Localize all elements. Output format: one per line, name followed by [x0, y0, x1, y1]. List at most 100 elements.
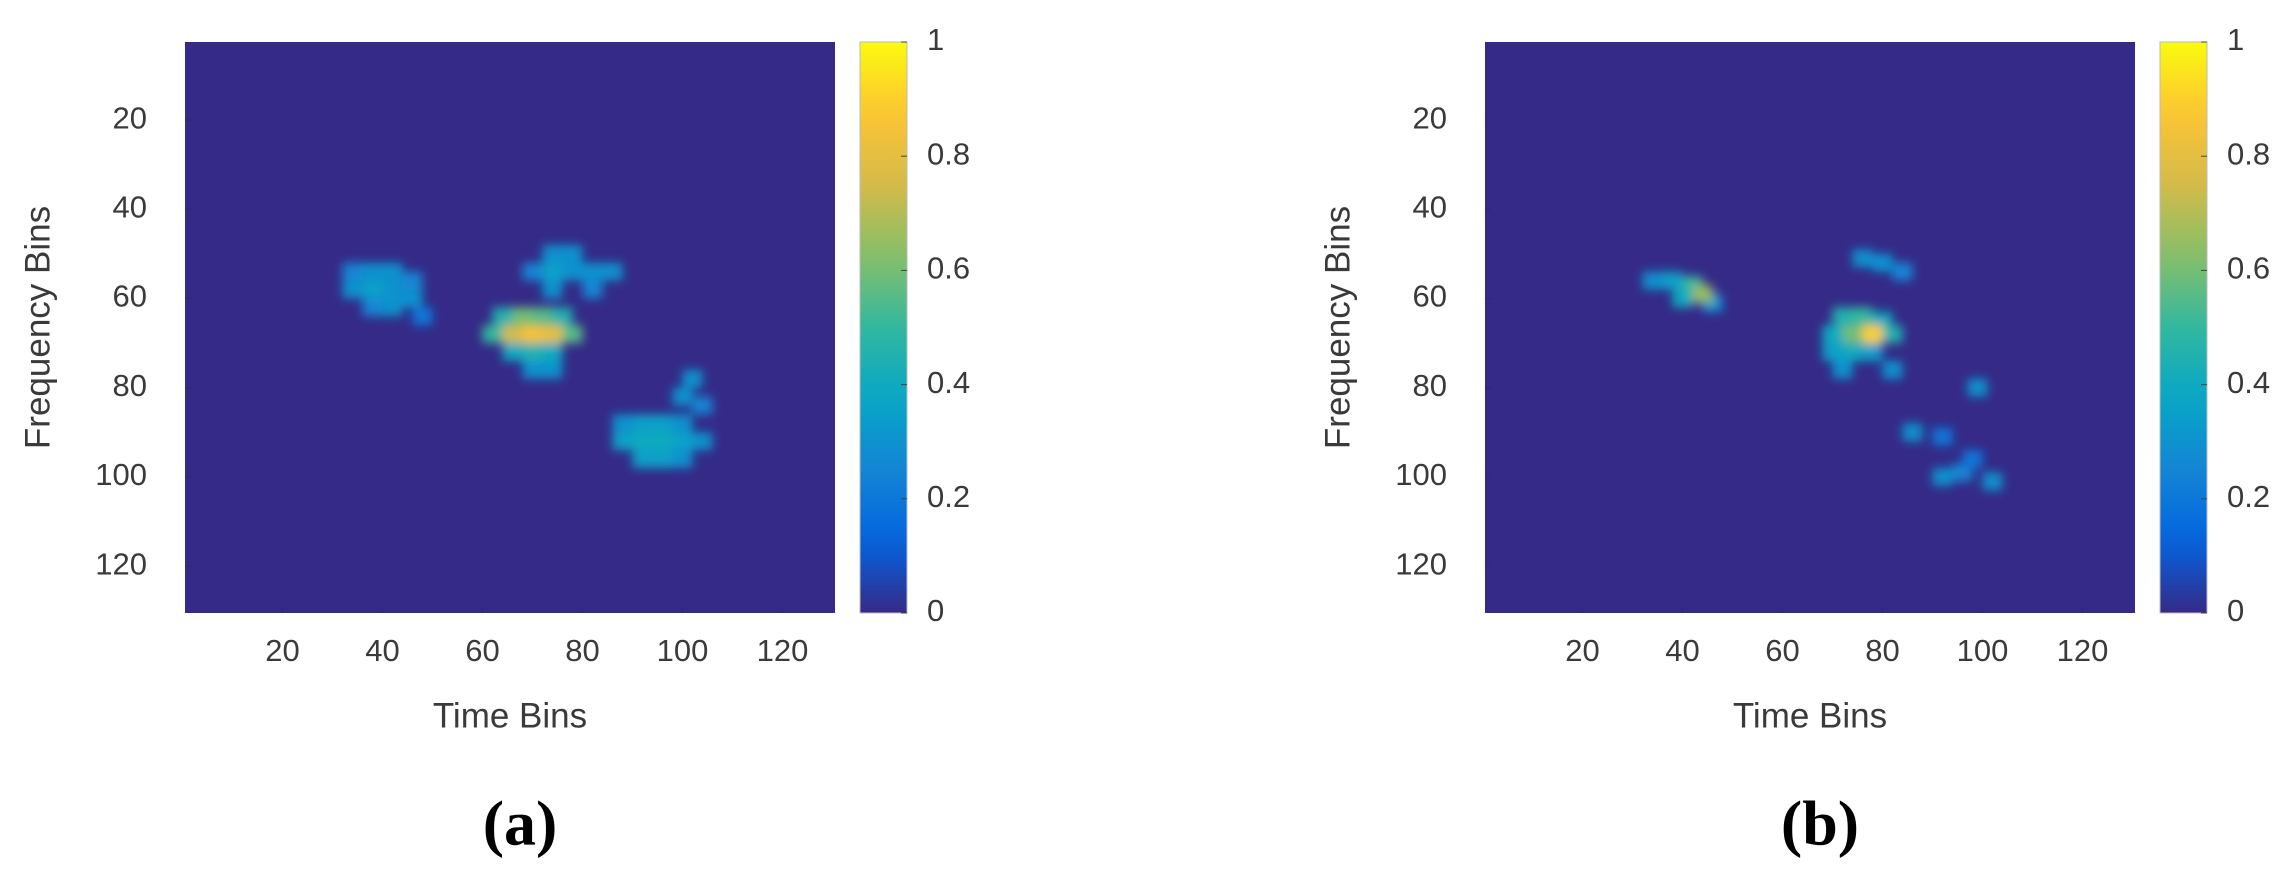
cell [1862, 325, 1883, 344]
x-tick-label: 120 [2057, 633, 2109, 668]
cell [582, 262, 603, 281]
panel-label: (a) [483, 788, 558, 859]
cell [672, 432, 693, 451]
y-axis-label: Frequency Bins [18, 206, 57, 449]
y-tick-label: 80 [113, 368, 147, 403]
cell [1882, 325, 1903, 344]
cell [1822, 325, 1843, 344]
cell [542, 280, 563, 299]
cell [402, 289, 423, 308]
colorbar-tick-label: 0.6 [927, 251, 970, 286]
cell [612, 432, 633, 451]
cell [652, 432, 673, 451]
y-tick-label: 80 [1413, 368, 1447, 403]
cell [1982, 472, 2003, 491]
y-tick-label: 120 [95, 546, 147, 581]
x-tick-label: 20 [1565, 633, 1599, 668]
cell [1932, 427, 1953, 446]
cell [362, 298, 383, 317]
cell [1842, 343, 1863, 361]
cell [672, 387, 693, 406]
cell [542, 325, 563, 344]
y-axis-label: Frequency Bins [1318, 206, 1357, 449]
colorbar-tick-label: 0.4 [2227, 365, 2270, 400]
x-tick-label: 80 [565, 633, 599, 668]
x-tick-label: 60 [1765, 633, 1799, 668]
cell [1882, 360, 1903, 379]
cell [382, 298, 403, 317]
colorbar-tick-label: 0 [927, 593, 944, 628]
x-tick-label: 20 [265, 633, 299, 668]
cell [1822, 343, 1843, 361]
x-tick-label: 80 [1865, 633, 1899, 668]
cell [682, 369, 703, 388]
y-tick-label: 20 [113, 100, 147, 135]
cell [342, 280, 363, 299]
y-tick-label: 40 [1413, 189, 1447, 224]
y-tick-label: 120 [1395, 546, 1447, 581]
cell [1832, 307, 1853, 326]
x-tick-label: 40 [365, 633, 399, 668]
x-tick-label: 60 [465, 633, 499, 668]
cell [1842, 325, 1863, 344]
cell [362, 280, 383, 299]
y-tick-label: 60 [1413, 279, 1447, 314]
cell [612, 414, 633, 433]
cell [382, 280, 403, 299]
cell [672, 414, 693, 433]
y-tick-label: 100 [1395, 457, 1447, 492]
cell [562, 262, 583, 281]
cell [522, 343, 543, 361]
cell [512, 307, 533, 326]
panel-label: (b) [1781, 788, 1859, 859]
cell [1932, 468, 1953, 486]
cell [692, 432, 713, 451]
colorbar-tick-label: 1 [927, 22, 944, 57]
cell [1692, 285, 1713, 303]
cell [672, 450, 693, 469]
x-tick-label: 40 [1665, 633, 1699, 668]
colorbar-tick-label: 1 [2227, 22, 2244, 57]
cell [632, 450, 653, 469]
cell [1832, 360, 1853, 379]
cell [1642, 271, 1663, 290]
colorbar-tick-label: 0.2 [927, 479, 970, 514]
cell [382, 262, 403, 281]
background [1485, 42, 2135, 613]
cell [652, 414, 673, 433]
cell [1672, 289, 1693, 308]
cell [492, 307, 513, 326]
cell [502, 343, 523, 361]
colorbar-tick-label: 0.8 [927, 136, 970, 171]
cells [1642, 249, 2003, 491]
cell [542, 343, 563, 361]
cell [1967, 378, 1988, 397]
x-tick-label: 100 [1957, 633, 2009, 668]
cell [542, 360, 563, 379]
y-tick-label: 20 [1413, 100, 1447, 135]
cell [362, 262, 383, 281]
x-axis-label: Time Bins [433, 696, 587, 735]
plot-area [1485, 42, 2135, 613]
cell [342, 262, 363, 281]
cells [342, 244, 713, 469]
cell [1962, 450, 1983, 469]
y-tick-label: 60 [113, 279, 147, 314]
cell [602, 262, 623, 281]
colorbar [2159, 41, 2208, 614]
y-tick-label: 100 [95, 457, 147, 492]
plot-area [185, 42, 835, 613]
cell [412, 307, 433, 326]
cell [542, 262, 563, 281]
x-axis-label: Time Bins [1733, 696, 1887, 735]
cell [502, 325, 523, 344]
x-tick-label: 100 [657, 633, 709, 668]
colorbar-tick-label: 0.8 [2227, 136, 2270, 171]
cell [1662, 271, 1683, 290]
colorbar-tick-label: 0 [2227, 593, 2244, 628]
colorbar [859, 41, 908, 614]
cell [482, 325, 503, 344]
cell [1892, 262, 1913, 281]
